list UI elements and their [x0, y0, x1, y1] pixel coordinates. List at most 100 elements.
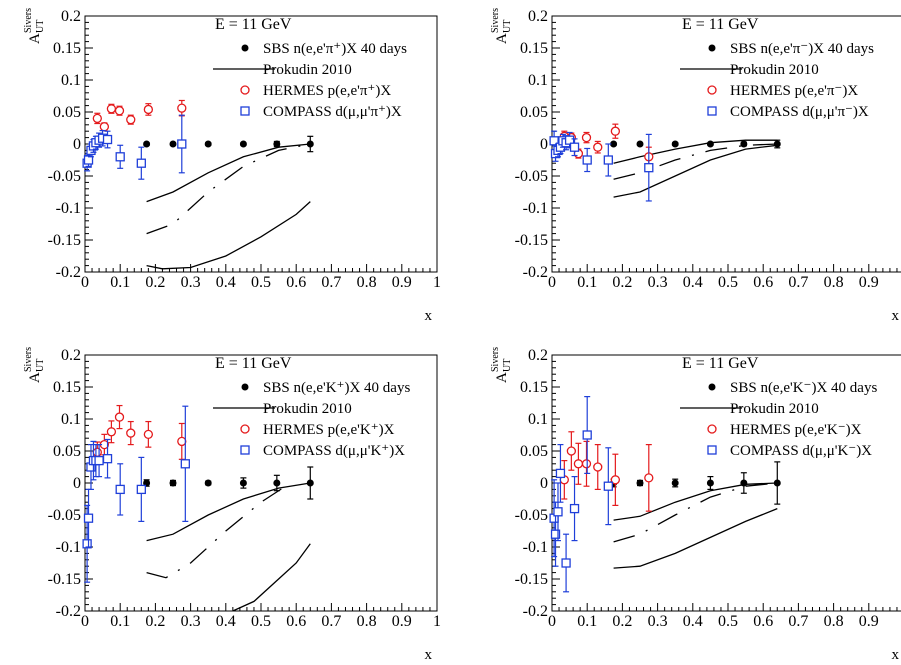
legend-label: HERMES p(e,e'π⁺)X: [263, 83, 391, 99]
x-axis-label: x: [892, 308, 900, 324]
series-filled-circle: [143, 135, 314, 153]
y-tick-label: -0.15: [515, 571, 548, 588]
y-tick-label: -0.15: [48, 571, 81, 588]
data-point: [83, 155, 94, 165]
data-point: [92, 113, 102, 124]
x-tick-label: 0: [548, 274, 556, 291]
data-point: [582, 430, 592, 440]
data-point: [102, 134, 113, 145]
legend-marker: [707, 106, 717, 116]
data-point: [740, 140, 748, 148]
x-tick-label: 0.5: [251, 613, 271, 630]
y-axis-label-sup: Sivers: [490, 347, 501, 372]
x-tick-label: 0.9: [859, 613, 879, 630]
data-point: [636, 479, 644, 487]
legend-label: SBS n(e,e'K⁻)X 40 days: [730, 380, 877, 396]
legend-label: SBS n(e,e'π⁺)X 40 days: [263, 41, 407, 57]
data-point: [239, 479, 247, 487]
x-tick-label: 0.6: [753, 613, 773, 630]
legend-label: HERMES p(e,e'π⁻)X: [730, 83, 858, 99]
x-tick-label: 0.7: [321, 613, 341, 630]
y-axis-label-sub: UT: [502, 20, 513, 33]
y-tick-label: 0: [73, 475, 81, 492]
y-tick-label: 0.05: [53, 104, 81, 121]
energy-label: E = 11 GeV: [682, 355, 759, 372]
data-point: [706, 140, 714, 148]
data-point: [671, 479, 679, 487]
x-tick-label: 0.2: [612, 613, 632, 630]
data-point: [306, 479, 314, 487]
data-point: [561, 558, 571, 568]
x-tick-label: 0.5: [251, 274, 271, 291]
data-point: [706, 479, 714, 487]
energy-label: E = 11 GeV: [682, 16, 759, 33]
x-tick-label: 0.2: [612, 274, 632, 291]
x-tick-label: 0.9: [392, 274, 412, 291]
y-tick-label: -0.05: [515, 507, 548, 524]
y-tick-label: -0.05: [515, 168, 548, 185]
legend-label: COMPASS d(μ,μ'K⁺)X: [263, 443, 405, 459]
y-tick-label: -0.05: [48, 507, 81, 524]
data-point: [555, 468, 566, 479]
theory-curve-1: [146, 482, 311, 542]
y-tick-label: -0.1: [523, 539, 548, 556]
y-tick-label: -0.2: [523, 603, 548, 620]
x-tick-label: 0.1: [577, 613, 597, 630]
legend-label: SBS n(e,e'K⁺)X 40 days: [263, 380, 410, 396]
theory-curve-3: [613, 507, 778, 569]
y-tick-label: 0: [540, 475, 548, 492]
x-tick-label: 0.7: [788, 274, 808, 291]
y-axis-label-sub: UT: [35, 359, 46, 372]
x-tick-label: 0.9: [392, 613, 412, 630]
data-point: [644, 473, 654, 483]
data-point: [569, 142, 580, 152]
data-point: [99, 122, 110, 132]
legend-marker: [240, 445, 250, 455]
legend-marker: [241, 44, 249, 52]
y-axis-label-sup: Sivers: [23, 8, 34, 33]
data-point: [136, 158, 146, 168]
y-axis-label-sup: Sivers: [23, 347, 34, 372]
data-point: [610, 126, 621, 136]
y-axis-label-main: A: [27, 33, 43, 44]
series-open-circle: [92, 99, 187, 132]
x-axis-label: x: [425, 647, 433, 663]
legend-label: Prokudin 2010: [263, 401, 352, 417]
y-axis-label-sub: UT: [35, 20, 46, 33]
x-tick-label: 0.3: [648, 274, 668, 291]
data-point: [610, 475, 621, 485]
data-point: [126, 115, 136, 125]
data-point: [564, 135, 575, 145]
x-tick-label: 0.8: [824, 613, 844, 630]
y-tick-label: 0.15: [520, 379, 548, 396]
data-point: [169, 140, 177, 148]
y-tick-label: -0.1: [56, 539, 81, 556]
data-point: [143, 429, 154, 440]
legend-label: Prokudin 2010: [263, 62, 352, 78]
y-tick-label: 0: [73, 136, 81, 153]
legend-marker: [240, 85, 250, 95]
data-point: [94, 455, 104, 466]
x-axis-label: x: [425, 308, 433, 324]
y-tick-label: -0.15: [515, 232, 548, 249]
data-point: [553, 507, 563, 517]
legend-label: Prokudin 2010: [730, 401, 819, 417]
x-tick-label: 0.1: [577, 274, 597, 291]
y-tick-label: 0.1: [61, 72, 81, 89]
data-point: [740, 479, 748, 487]
chart-panel-4: 00.10.20.30.40.50.60.70.80.91-0.2-0.15-0…: [490, 347, 901, 663]
data-point: [143, 104, 154, 115]
y-tick-label: -0.2: [56, 603, 81, 620]
x-tick-label: 0.2: [145, 274, 165, 291]
data-point: [603, 481, 613, 491]
x-tick-label: 0.4: [683, 613, 703, 630]
series-open-circle: [559, 431, 654, 512]
x-tick-label: 0.5: [718, 613, 738, 630]
series-open-square: [82, 405, 190, 583]
x-tick-label: 0.3: [181, 274, 201, 291]
x-tick-label: 0.4: [683, 274, 703, 291]
y-axis-label-sub: UT: [502, 359, 513, 372]
